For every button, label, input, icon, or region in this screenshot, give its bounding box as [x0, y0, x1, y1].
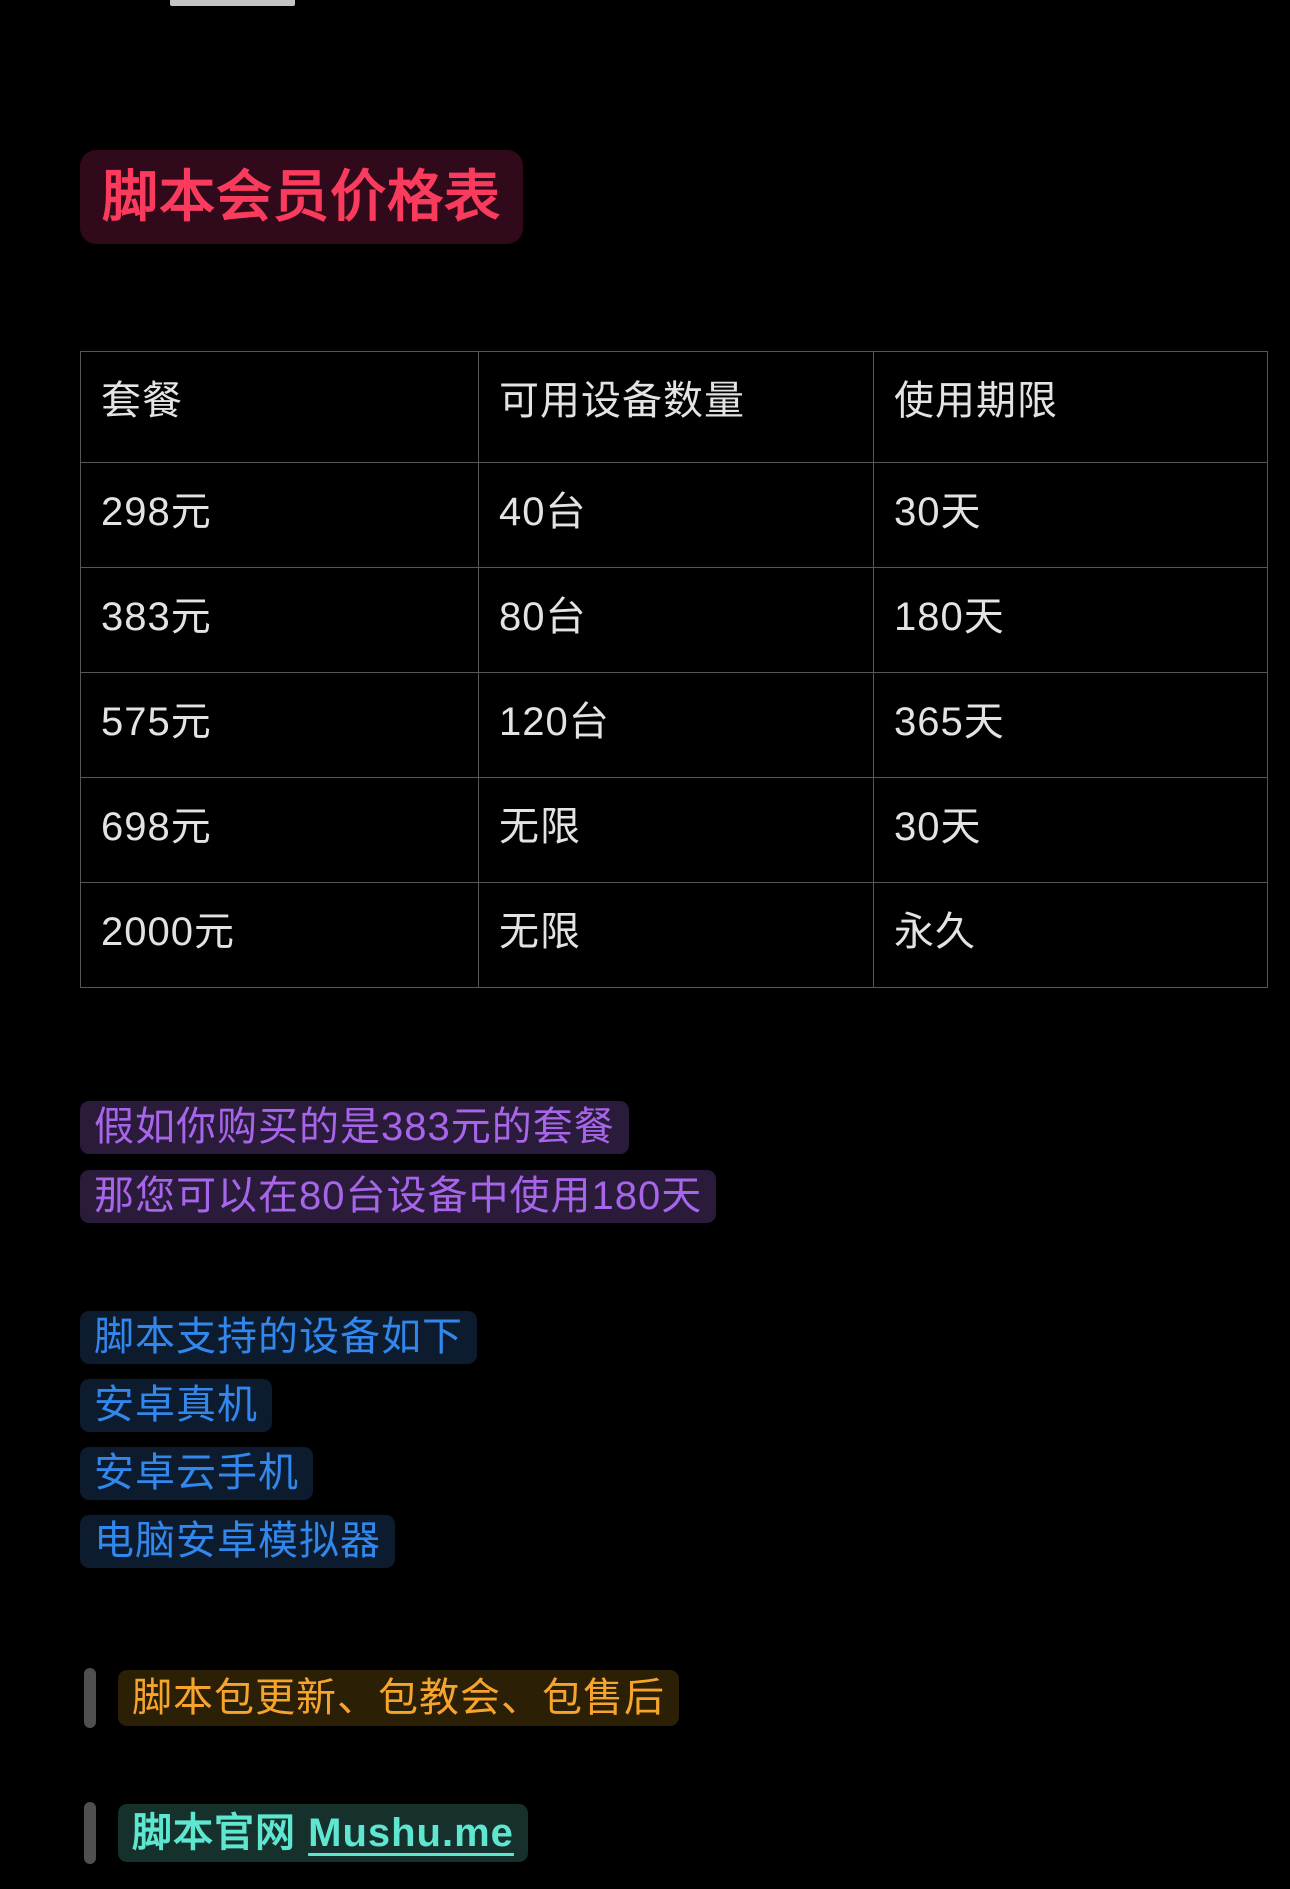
table-cell: 80台 — [478, 567, 874, 674]
table-header-package: 套餐 — [80, 351, 479, 464]
table-cell: 575元 — [80, 672, 479, 779]
table-header-row: 套餐 可用设备数量 使用期限 — [80, 351, 1268, 464]
table-cell: 383元 — [80, 567, 479, 674]
table-row: 698元 无限 30天 — [80, 777, 1268, 884]
cutoff-text-fragment — [170, 0, 295, 6]
table-cell: 2000元 — [80, 882, 479, 989]
blue-note-device-1: 安卓真机 — [80, 1379, 272, 1433]
table-row: 383元 80台 180天 — [80, 567, 1268, 674]
blue-note-device-2: 安卓云手机 — [80, 1447, 313, 1501]
table-cell: 40台 — [478, 462, 874, 569]
official-site-quote: 脚本官网 Mushu.me — [84, 1802, 1290, 1865]
blue-devices-note: 脚本支持的设备如下 安卓真机 安卓云手机 电脑安卓模拟器 — [80, 1311, 1290, 1583]
table-cell: 永久 — [873, 882, 1268, 989]
table-row: 575元 120台 365天 — [80, 672, 1268, 779]
official-site-text: 脚本官网 Mushu.me — [118, 1804, 528, 1863]
table-cell: 120台 — [478, 672, 874, 779]
update-guarantee-quote: 脚本包更新、包教会、包售后 — [84, 1668, 1290, 1729]
table-header-duration: 使用期限 — [873, 351, 1268, 464]
purple-note-line-2: 那您可以在80台设备中使用180天 — [80, 1170, 717, 1224]
page-title: 脚本会员价格表 — [80, 150, 523, 245]
table-cell: 365天 — [873, 672, 1268, 779]
table-row: 2000元 无限 永久 — [80, 882, 1268, 989]
table-header-devices: 可用设备数量 — [478, 351, 874, 464]
quote-bar — [84, 1668, 96, 1729]
official-site-prefix: 脚本官网 — [132, 1811, 309, 1856]
table-cell: 无限 — [478, 882, 874, 989]
table-row: 298元 40台 30天 — [80, 462, 1268, 569]
blue-note-device-3: 电脑安卓模拟器 — [80, 1515, 395, 1569]
quote-bar — [84, 1802, 96, 1865]
table-cell: 无限 — [478, 777, 874, 884]
table-cell: 180天 — [873, 567, 1268, 674]
table-cell: 30天 — [873, 777, 1268, 884]
purple-example-note: 假如你购买的是383元的套餐 那您可以在80台设备中使用180天 — [80, 1101, 1290, 1239]
pricing-table: 套餐 可用设备数量 使用期限 298元 40台 30天 383元 80台 180… — [80, 351, 1268, 989]
update-guarantee-text: 脚本包更新、包教会、包售后 — [118, 1670, 679, 1727]
table-cell: 298元 — [80, 462, 479, 569]
blue-note-heading: 脚本支持的设备如下 — [80, 1311, 477, 1365]
table-cell: 30天 — [873, 462, 1268, 569]
table-cell: 698元 — [80, 777, 479, 884]
purple-note-line-1: 假如你购买的是383元的套餐 — [80, 1101, 629, 1155]
official-site-link[interactable]: Mushu.me — [308, 1811, 514, 1856]
